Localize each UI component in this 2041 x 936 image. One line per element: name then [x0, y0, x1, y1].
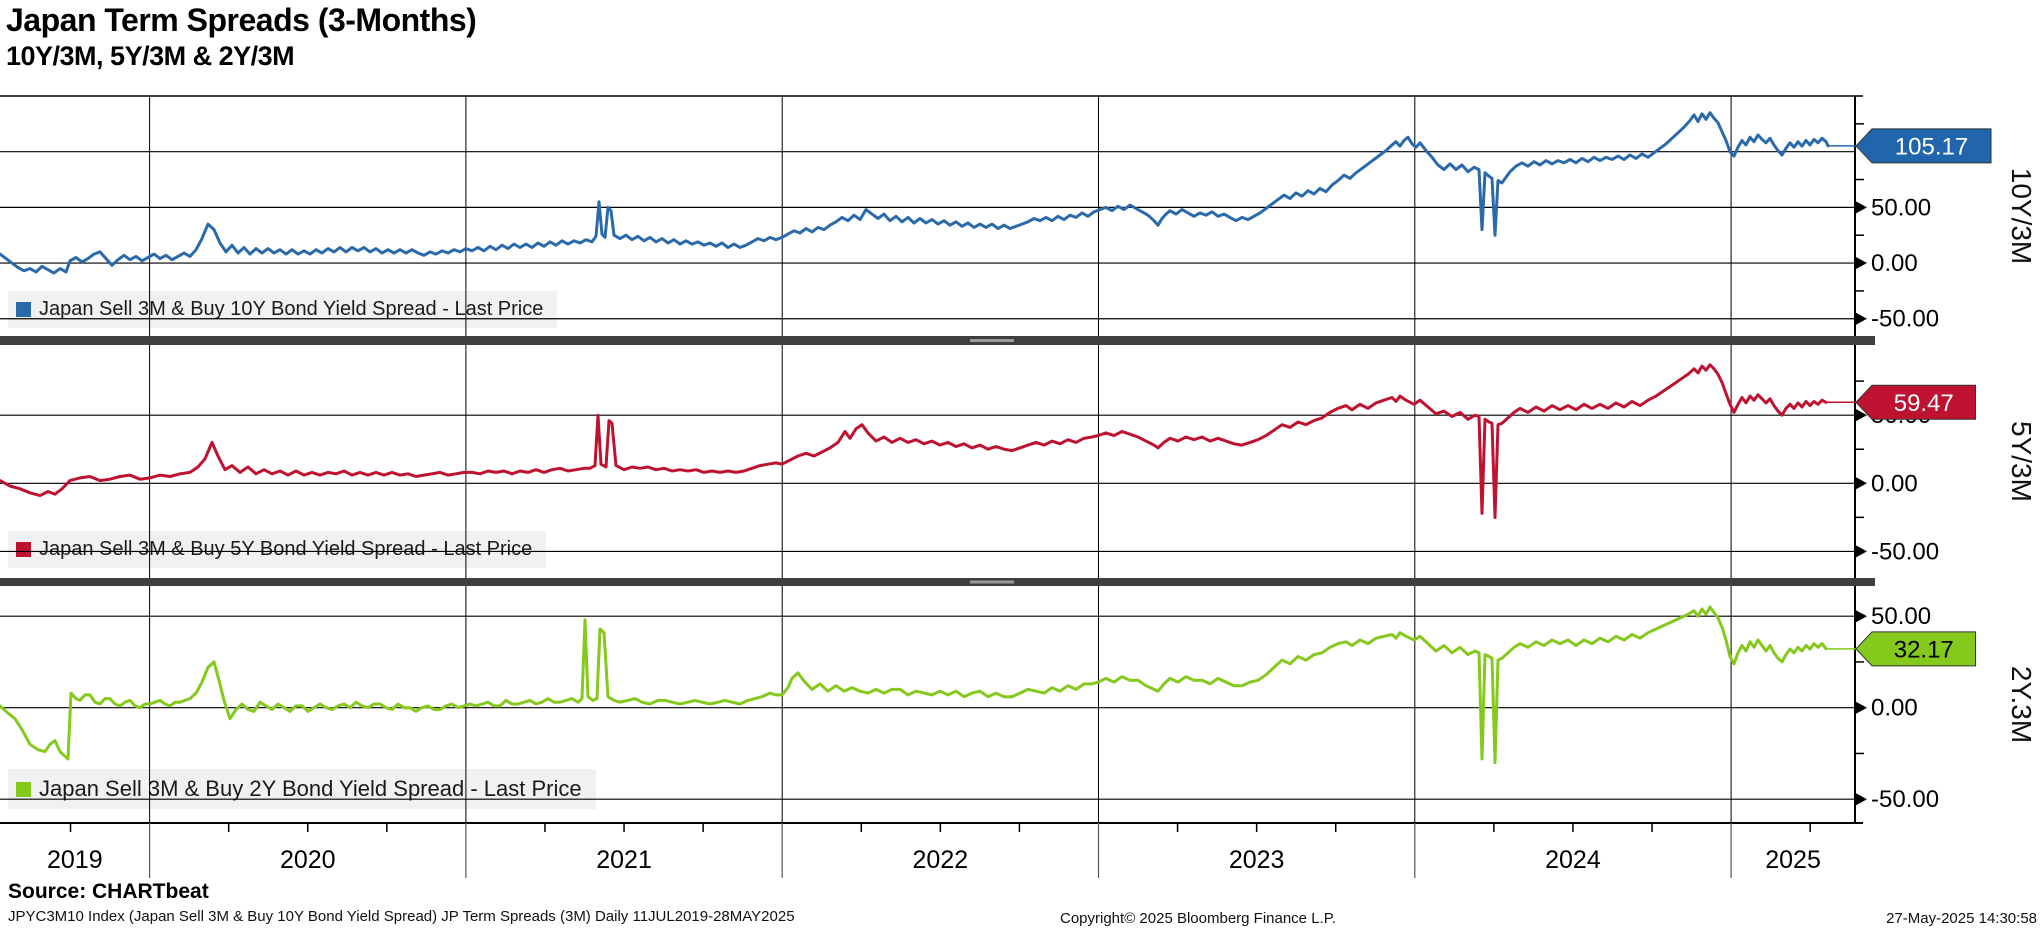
- y-tick-arrow-icon: [1856, 701, 1867, 714]
- x-tick-label: 2019: [47, 846, 103, 874]
- series-line-5y3m: [0, 363, 1828, 519]
- panel-splitter[interactable]: [0, 578, 1875, 586]
- x-tick-label: 2020: [280, 846, 336, 874]
- legend-label-2y3m: Japan Sell 3M & Buy 2Y Bond Yield Spread…: [39, 776, 582, 801]
- last-price-value-5y3m: 59.47: [1894, 390, 1954, 417]
- y-tick-label: 0.00: [1871, 695, 1918, 722]
- y-tick-label: 50.00: [1871, 194, 1931, 221]
- y-tick-arrow-icon: [1856, 545, 1867, 558]
- y-tick-arrow-icon: [1856, 409, 1867, 422]
- y-tick-arrow-icon: [1856, 312, 1867, 325]
- copyright-label: Copyright© 2025 Bloomberg Finance L.P.: [1060, 910, 1336, 927]
- y-tick-label: -50.00: [1871, 786, 1939, 813]
- y-tick-label: -50.00: [1871, 538, 1939, 565]
- y-tick-arrow-icon: [1856, 257, 1867, 270]
- page-title: Japan Term Spreads (3-Months): [6, 2, 477, 38]
- last-price-badge-2y3m: [1855, 631, 1976, 667]
- series-line-10y3m: [0, 111, 1830, 275]
- panel-axis-label-5y3m: 5Y/3M: [2006, 421, 2037, 502]
- legend-swatch-2y3m-icon: [16, 781, 31, 797]
- legend-10y3m[interactable]: Japan Sell 3M & Buy 10Y Bond Yield Sprea…: [8, 291, 558, 328]
- source-label: Source: CHARTbeat: [8, 880, 209, 903]
- legend-5y3m[interactable]: Japan Sell 3M & Buy 5Y Bond Yield Spread…: [8, 531, 547, 568]
- legend-swatch-5y3m-icon: [16, 542, 31, 557]
- x-tick-label: 2025: [1765, 846, 1821, 874]
- x-tick-label: 2021: [596, 846, 652, 874]
- x-tick-label: 2023: [1229, 846, 1285, 874]
- panel-splitter[interactable]: [0, 336, 1875, 345]
- y-tick-arrow-icon: [1856, 477, 1867, 490]
- y-tick-label: 50.00: [1871, 603, 1931, 630]
- legend-swatch-10y3m-icon: [16, 302, 31, 317]
- last-price-value-10y3m: 105.17: [1895, 133, 1968, 160]
- legend-label-5y3m: Japan Sell 3M & Buy 5Y Bond Yield Spread…: [39, 538, 533, 560]
- x-tick-label: 2024: [1545, 846, 1601, 874]
- x-tick-label: 2022: [913, 846, 969, 874]
- y-tick-label: 0.00: [1871, 250, 1918, 277]
- legend-label-10y3m: Japan Sell 3M & Buy 10Y Bond Yield Sprea…: [39, 298, 544, 320]
- series-line-2y3m: [0, 605, 1828, 765]
- last-price-badge-10y3m: [1855, 128, 1992, 164]
- last-price-value-2y3m: 32.17: [1894, 636, 1954, 663]
- splitter-handle-icon: [970, 339, 1014, 342]
- panel-axis-label-10y3m: 10Y/3M: [2006, 168, 2037, 265]
- page-subtitle: 10Y/3M, 5Y/3M & 2Y/3M: [6, 41, 295, 71]
- panel-axis-label-2y3m: 2Y.3M: [2006, 666, 2037, 743]
- timestamp-label: 27-May-2025 14:30:58: [1886, 910, 2037, 927]
- legend-2y3m[interactable]: Japan Sell 3M & Buy 2Y Bond Yield Spread…: [8, 769, 596, 809]
- y-tick-label: 0.00: [1871, 470, 1918, 497]
- y-tick-arrow-icon: [1856, 610, 1867, 623]
- y-tick-arrow-icon: [1856, 793, 1867, 806]
- y-tick-arrow-icon: [1856, 201, 1867, 214]
- y-tick-label: 50.00: [1871, 402, 1931, 429]
- splitter-handle-icon: [970, 580, 1014, 584]
- last-price-badge-5y3m: [1855, 384, 1976, 420]
- y-tick-label: -50.00: [1871, 306, 1939, 333]
- ticker-info-label: JPYC3M10 Index (Japan Sell 3M & Buy 10Y …: [8, 908, 795, 925]
